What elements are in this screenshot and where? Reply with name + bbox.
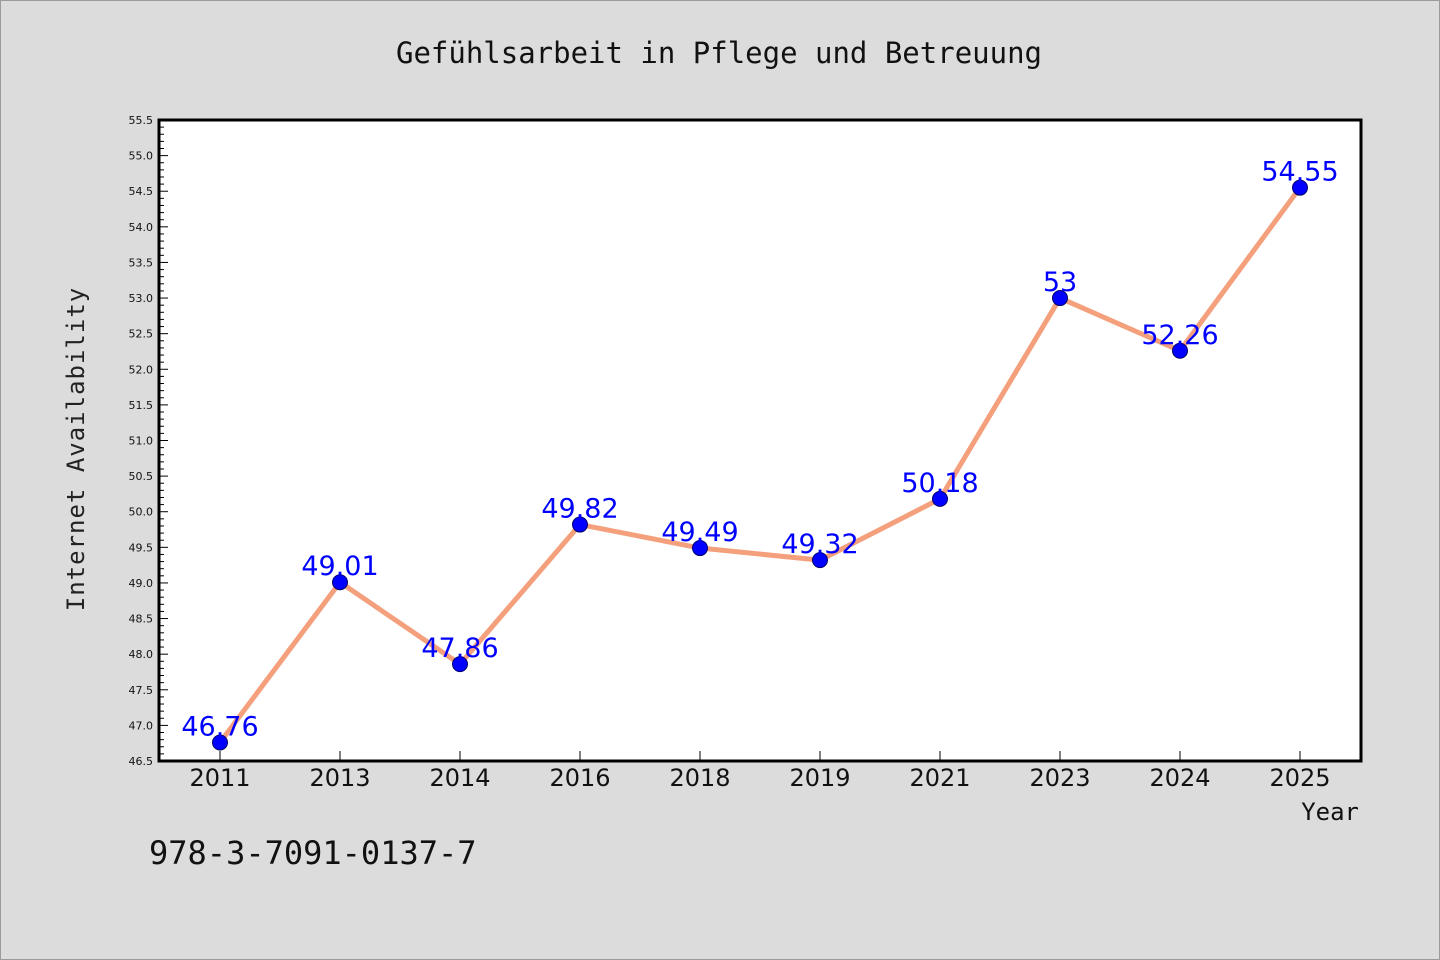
y-tick-label: 50.5 [129, 470, 154, 483]
x-tick-label: 2023 [1029, 764, 1090, 792]
y-tick-label: 52.0 [129, 363, 154, 376]
data-point [212, 734, 228, 751]
data-label: 49.32 [781, 529, 858, 560]
y-tick-label: 55.5 [129, 114, 154, 127]
y-tick-label: 55.0 [129, 150, 154, 163]
y-axis-label: Internet Availability [62, 287, 90, 611]
x-tick-label: 2025 [1269, 764, 1330, 792]
isbn-text: 978-3-7091-0137-7 [149, 834, 477, 872]
x-tick-label: 2021 [909, 764, 970, 792]
data-point [1052, 290, 1068, 307]
data-label: 49.49 [661, 517, 738, 548]
data-label: 49.82 [541, 494, 618, 525]
y-tick-label: 46.5 [129, 755, 154, 768]
data-label: 53 [1043, 267, 1077, 298]
data-point [932, 490, 948, 507]
series-line [217, 185, 1303, 745]
y-tick-label: 50.0 [129, 506, 154, 519]
x-tick-label: 2016 [549, 764, 610, 792]
series-line-group: 46.76 49.01 47.86 49.82 49.49 49.32 50.18 53 52.… [181, 157, 1339, 751]
data-label: 52.26 [1141, 320, 1218, 351]
data-point [1172, 342, 1188, 359]
x-tick-label: 2013 [309, 764, 370, 792]
x-tick-label: 2011 [189, 764, 250, 792]
y-tick-label: 49.5 [129, 541, 154, 554]
x-axis-label: Year [1301, 798, 1359, 826]
data-label: 46.76 [181, 711, 258, 742]
x-tick-label: 2019 [789, 764, 850, 792]
plot-area [157, 118, 1363, 763]
y-tick-label: 51.0 [129, 435, 154, 448]
y-tick-label: 47.5 [129, 684, 154, 697]
data-point [572, 516, 588, 533]
y-tick-label: 48.5 [129, 613, 154, 626]
y-tick-label: 53.0 [129, 292, 154, 305]
data-label: 49.01 [301, 551, 378, 582]
data-point [812, 552, 828, 569]
y-tick-label: 54.0 [129, 221, 154, 234]
y-tick-label: 47.0 [129, 719, 154, 732]
y-tick-label: 54.5 [129, 185, 154, 198]
chart-title: Gefühlsarbeit in Pflege und Betreuung [396, 36, 1042, 70]
data-label: 47.86 [421, 633, 498, 664]
y-tick-label: 53.5 [129, 256, 154, 269]
y-tick-label: 49.0 [129, 577, 154, 590]
data-point [1292, 179, 1308, 196]
y-tick-label: 51.5 [129, 399, 154, 412]
y-tick-label: 52.5 [129, 328, 154, 341]
data-point [452, 656, 468, 673]
data-label: 54.55 [1261, 157, 1338, 188]
x-tick-label: 2018 [669, 764, 730, 792]
data-point [332, 574, 348, 591]
x-tick-label: 2014 [429, 764, 490, 792]
x-tick-label: 2024 [1149, 764, 1210, 792]
y-tick-label: 48.0 [129, 648, 154, 661]
x-axis: 2011 2013 2014 2016 2018 2019 2021 2023 2024 2025 [189, 751, 1331, 792]
data-label: 50.18 [901, 468, 978, 499]
data-point [692, 540, 708, 557]
y-axis: 46.5 47.0 47.5 48.0 48.5 49.0 49.5 50.0 50.5 51.0… [129, 114, 168, 768]
